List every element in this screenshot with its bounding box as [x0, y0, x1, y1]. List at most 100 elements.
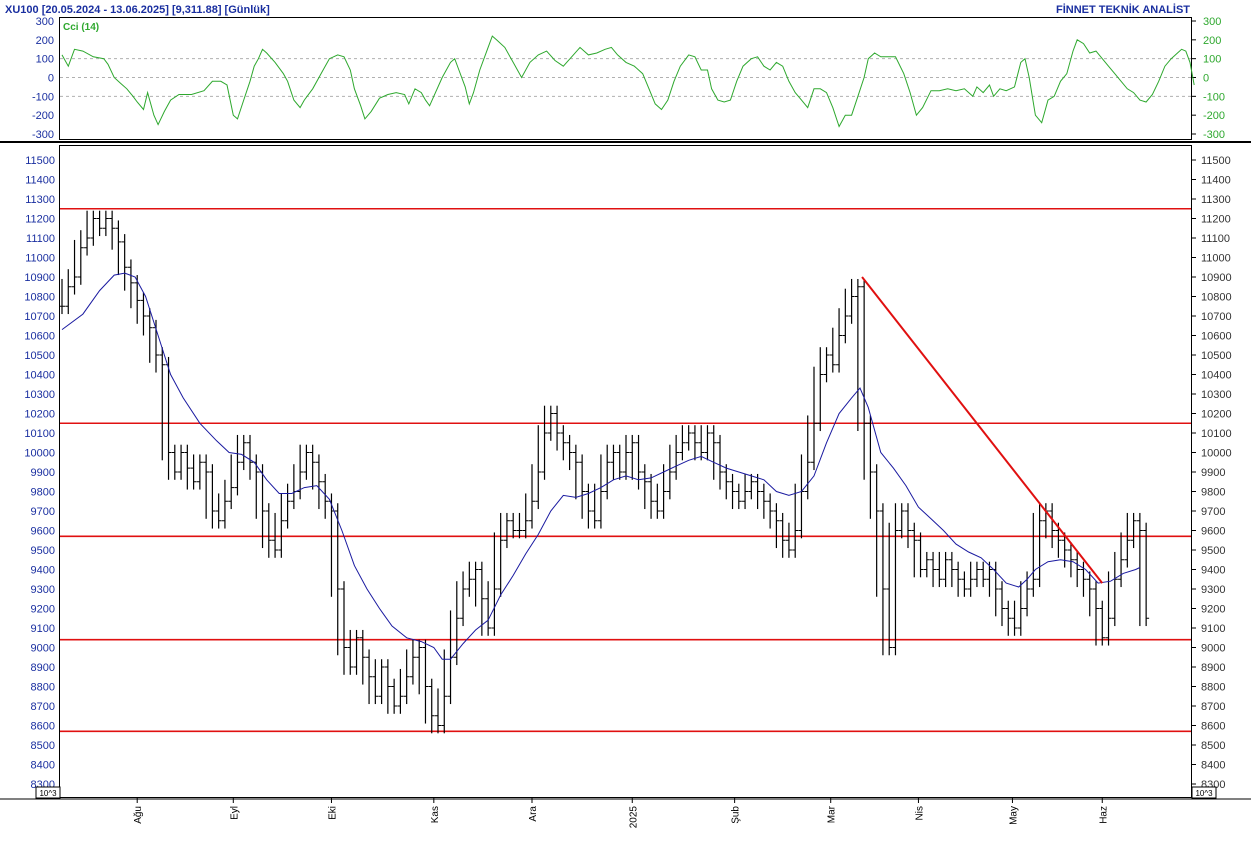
price-ytick-left: 8900 [31, 662, 55, 674]
price-ytick-right: 8500 [1201, 740, 1225, 752]
x-axis: Ağu Eyl Eki Kas Ara 2025 Şub Mar Nis May Haz [133, 798, 1109, 829]
price-ytick-right: 9700 [1201, 506, 1225, 518]
indicator-panel-frame [59, 17, 1192, 140]
price-ytick-left: 9600 [31, 526, 55, 538]
cci-ytick-right: -200 [1203, 110, 1225, 122]
price-ytick-right: 9600 [1201, 526, 1225, 538]
price-ytick-left: 8700 [31, 701, 55, 713]
cci-ytick-left: 100 [36, 54, 54, 66]
price-ytick-right: 10800 [1201, 292, 1232, 304]
price-ytick-left: 8500 [31, 740, 55, 752]
price-ytick-right: 11100 [1201, 233, 1230, 245]
horizontal-levels [60, 207, 1191, 733]
price-ytick-right: 10700 [1201, 311, 1232, 323]
cci-line [61, 35, 1195, 128]
cci-ytick-right: 0 [1203, 73, 1209, 85]
cci-ytick-left: 200 [36, 35, 54, 47]
price-ytick-right: 9500 [1201, 545, 1225, 557]
price-ytick-left: 8400 [31, 760, 55, 772]
price-ytick-right: 11500 [1201, 155, 1231, 167]
month-label: Kas [430, 806, 441, 823]
cci-label: Cci (14) [63, 22, 99, 33]
month-label: May [1008, 806, 1019, 825]
price-ytick-right: 9100 [1201, 623, 1225, 635]
price-ytick-left: 8800 [31, 682, 55, 694]
price-ytick-left: 9100 [31, 623, 55, 635]
price-ytick-left: 9200 [31, 604, 55, 616]
price-ytick-right: 8800 [1201, 682, 1225, 694]
price-ytick-left: 9700 [31, 506, 55, 518]
price-ytick-left: 11500 [25, 155, 55, 167]
price-ytick-right: 8700 [1201, 701, 1225, 713]
price-ytick-right: 10500 [1201, 350, 1232, 362]
cci-ytick-left: 0 [48, 73, 54, 85]
price-ytick-right: 11300 [1201, 194, 1231, 206]
symbol-info: XU100 [20.05.2024 - 13.06.2025] [9,311.8… [5, 4, 270, 16]
price-ytick-left: 10800 [24, 292, 55, 304]
price-ytick-left: 10500 [24, 350, 55, 362]
price-ytick-right: 8400 [1201, 760, 1225, 772]
month-label: Mar [827, 805, 838, 823]
price-ytick-left: 10400 [24, 370, 55, 382]
price-ytick-left: 11400 [25, 175, 55, 187]
price-ytick-right: 11000 [1201, 253, 1231, 265]
price-ytick-left: 11100 [26, 233, 55, 245]
price-ytick-right: 9800 [1201, 487, 1225, 499]
price-ytick-left: 9800 [31, 487, 55, 499]
cci-ytick-left: -300 [32, 129, 54, 141]
month-label: 2025 [628, 806, 639, 829]
price-ytick-right: 11200 [1201, 214, 1231, 226]
price-ytick-left: 10700 [24, 311, 55, 323]
price-ytick-left: 10100 [24, 428, 55, 440]
month-label: Eyl [229, 806, 240, 820]
price-ytick-right: 10200 [1201, 409, 1232, 421]
cci-gridlines [60, 58, 1191, 97]
price-ytick-left: 10900 [24, 272, 55, 284]
price-ytick-right: 10000 [1201, 448, 1232, 460]
scale-box-left [35, 786, 61, 799]
cci-ytick-right: 200 [1203, 35, 1221, 47]
cci-series [61, 35, 1195, 128]
price-ytick-right: 8600 [1201, 721, 1225, 733]
scale-box-right [1191, 786, 1217, 799]
price-ytick-right: 9200 [1201, 604, 1225, 616]
price-ytick-right: 9300 [1201, 584, 1225, 596]
price-ytick-left: 10000 [24, 448, 55, 460]
moving-average-series [61, 272, 1141, 660]
price-ytick-right: 11400 [1201, 175, 1231, 187]
price-ytick-left: 9000 [31, 643, 55, 655]
month-label: Ağu [133, 806, 144, 824]
price-ytick-right: 10900 [1201, 272, 1232, 284]
price-ytick-right: 9000 [1201, 643, 1225, 655]
price-ytick-left: 11000 [25, 253, 55, 265]
scale-label-left: 10^3 [39, 789, 57, 798]
price-ytick-left: 8600 [31, 721, 55, 733]
price-ytick-left: 9400 [31, 565, 55, 577]
price-ytick-right: 9400 [1201, 565, 1225, 577]
price-ytick-left: 10300 [24, 389, 55, 401]
price-ytick-right: 9900 [1201, 467, 1225, 479]
price-ytick-right: 10400 [1201, 370, 1232, 382]
price-ytick-left: 11300 [25, 194, 55, 206]
price-ytick-left: 9300 [31, 584, 55, 596]
month-label: Eki [327, 806, 338, 820]
cci-axes: 300 300 200 200 100 100 0 0 -100 -100 -200 -200 -300… [32, 16, 1225, 141]
trend-line [861, 276, 1104, 584]
cci-ytick-right: 300 [1203, 16, 1221, 28]
cci-ytick-right: 100 [1203, 54, 1221, 66]
brand-label: FİNNET TEKNİK ANALİST [1056, 3, 1190, 16]
month-label: Nis [914, 806, 925, 820]
price-ytick-right: 10300 [1201, 389, 1232, 401]
price-ytick-right: 10100 [1201, 428, 1232, 440]
scale-label-right: 10^3 [1195, 789, 1213, 798]
month-label: Şub [731, 806, 742, 824]
price-ytick-left: 9500 [31, 545, 55, 557]
price-ytick-left: 11200 [25, 214, 55, 226]
cci-ytick-right: -300 [1203, 129, 1225, 141]
price-ytick-right: 10600 [1201, 331, 1232, 343]
moving-average-line [61, 272, 1141, 660]
cci-ytick-left: -100 [32, 91, 54, 103]
month-label: Haz [1098, 806, 1109, 824]
